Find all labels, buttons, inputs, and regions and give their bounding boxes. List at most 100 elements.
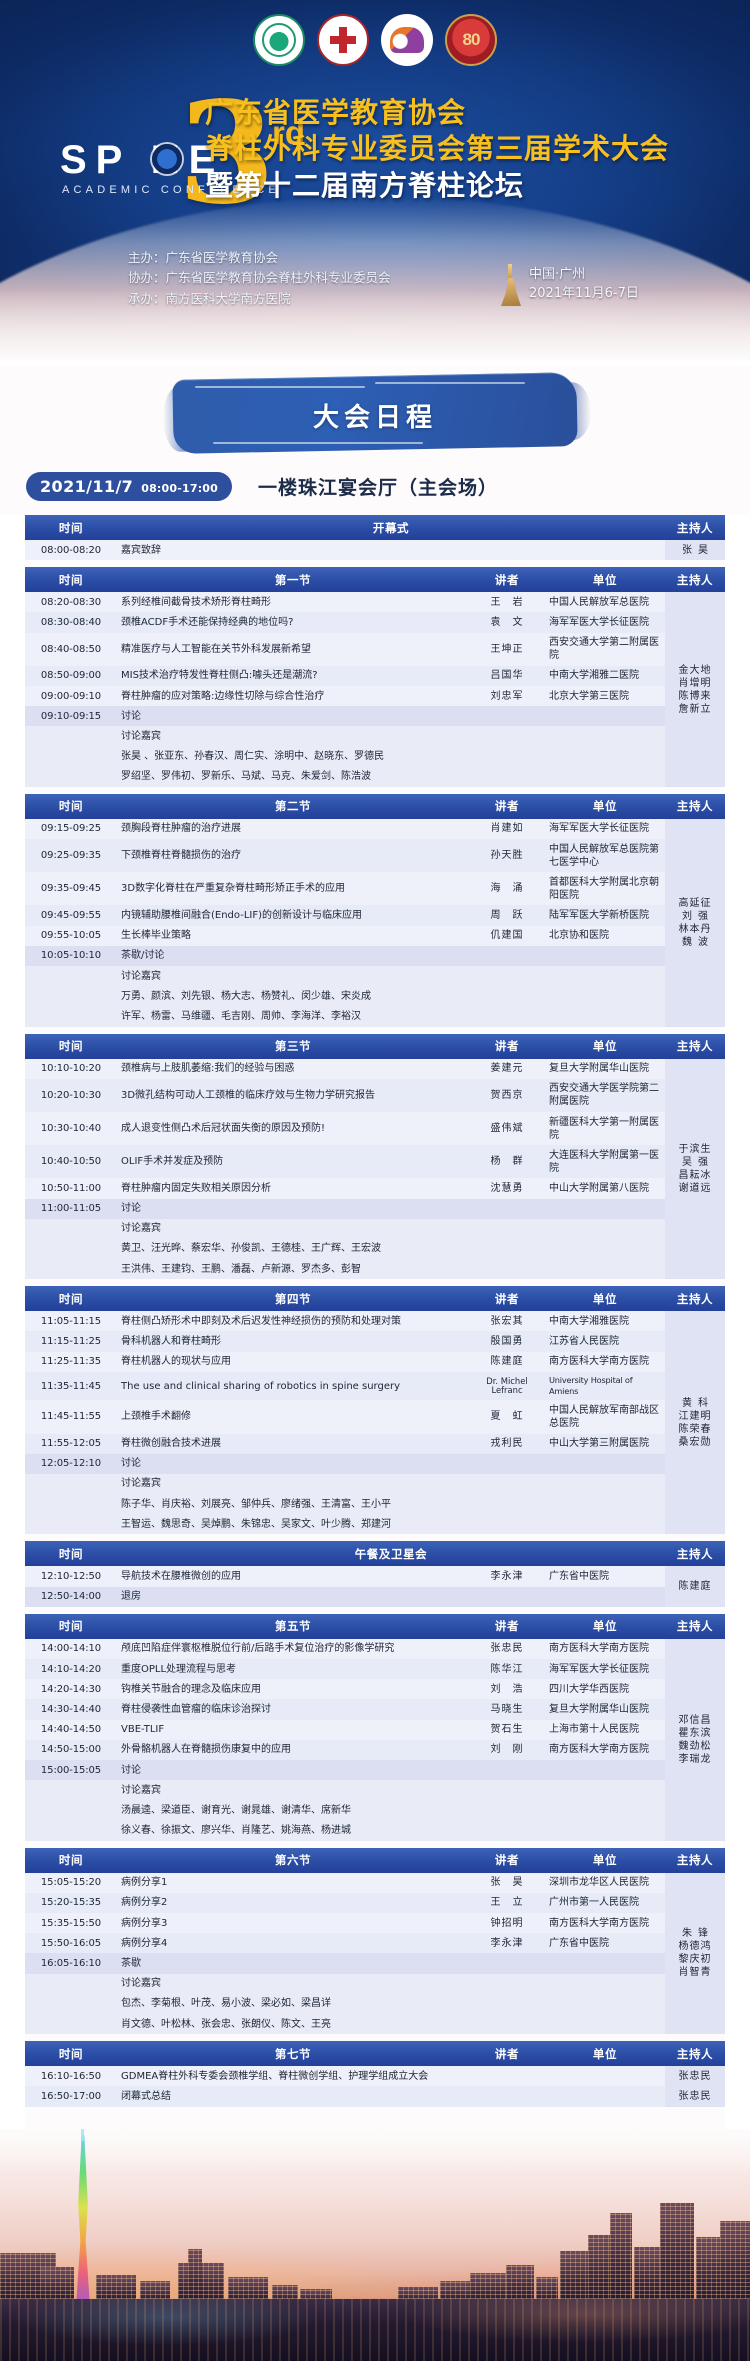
chair-name: 谢道远 bbox=[678, 1182, 712, 1194]
chair-name: 金大地 bbox=[678, 664, 712, 676]
guests-line-2: 肖文德、叶松林、张会忠、张朗仪、陈文、王亮 bbox=[121, 2018, 331, 2030]
cell-topic: 颈椎ACDF手术还能保持经典的地位吗? bbox=[121, 616, 294, 628]
column-header-time: 时间 bbox=[25, 1541, 117, 1567]
table-row: 11:35-11:45 The use and clinical sharing … bbox=[25, 1371, 725, 1401]
cell-chair: 张忠民 bbox=[665, 2066, 725, 2087]
cell-org bbox=[545, 706, 665, 726]
cell-time: 15:50-16:05 bbox=[40, 1937, 102, 1949]
organizer-info: 主办：广东省医学教育协会 协办：广东省医学教育协会脊柱外科专业委员会 承办：南方… bbox=[128, 248, 391, 309]
column-header-time: 时间 bbox=[25, 567, 117, 593]
guests-spacer bbox=[25, 1239, 117, 1259]
cell-org: 南方医科大学南方医院 bbox=[549, 1744, 649, 1756]
cell-time: 16:50-17:00 bbox=[40, 2090, 102, 2102]
cell-time: 11:05-11:15 bbox=[40, 1315, 102, 1327]
date-badge: 2021/11/7 08:00-17:00 bbox=[26, 472, 233, 501]
column-header-chair: 主持人 bbox=[665, 515, 725, 540]
table-row: 10:40-10:50 OLIF手术并发症及预防 杨 群 大连医科大学附属第一医院 bbox=[25, 1145, 725, 1179]
column-header-chair: 主持人 bbox=[665, 567, 725, 593]
table-gap-cell bbox=[25, 1840, 725, 1848]
building bbox=[610, 2212, 632, 2307]
chair-name: 詹新立 bbox=[678, 703, 712, 715]
cell-time: 15:00-15:05 bbox=[40, 1764, 102, 1776]
canton-tower-icon bbox=[500, 264, 522, 306]
cell-time: 08:00-08:20 bbox=[40, 544, 102, 556]
cell-org: 上海市第十人民医院 bbox=[549, 1724, 639, 1736]
cell-org bbox=[545, 1199, 665, 1219]
table-row: 15:05-15:20 病例分享1 张 昊深圳市龙华区人民医院 朱锋 杨德鸿 黎庆初 肖智青 bbox=[25, 1872, 725, 2035]
cell-time: 12:50-14:00 bbox=[40, 1591, 102, 1603]
cell-time: 12:10-12:50 bbox=[40, 1571, 102, 1583]
cell-time: 08:40-08:50 bbox=[40, 643, 102, 655]
table-row: 10:30-10:40 成人退变性侧凸术后冠状面失衡的原因及预防! 盛伟斌 新疆医科大… bbox=[25, 1111, 725, 1146]
cell-topic: 重度OPLL处理流程与思考 bbox=[121, 1663, 237, 1675]
section-header-row: 时间 第五节 讲者 单位 主持人 bbox=[25, 1613, 725, 1639]
guests-spacer bbox=[25, 1800, 117, 1820]
section-header-row: 时间 第六节 讲者 单位 主持人 bbox=[25, 1847, 725, 1873]
cell-time: 11:15-11:25 bbox=[40, 1336, 102, 1348]
table-row: 09:10-09:15 讨论 bbox=[25, 706, 725, 727]
cell-org: University Hospital of Amiens bbox=[549, 1375, 633, 1397]
table-row: 14:00-14:10 颅底凹陷症伴寰枢椎脱位行前/后路手术复位治疗的影像学研究 张… bbox=[25, 1638, 725, 1841]
guests-row: 讨论嘉宾 bbox=[25, 1780, 725, 1801]
column-header-chair: 主持人 bbox=[665, 1541, 725, 1567]
section-header-row: 时间 第一节 讲者 单位 主持人 bbox=[25, 567, 725, 593]
chair-name: 桑宏勋 bbox=[678, 1436, 712, 1448]
guests-label: 讨论嘉宾 bbox=[121, 1978, 161, 1990]
cell-speaker: 杨 群 bbox=[490, 1156, 524, 1168]
cell-org bbox=[545, 540, 665, 560]
title-line-2: 脊柱外科专业委员会第三届学术大会 bbox=[205, 132, 670, 166]
cell-topic: GDMEA脊柱外科专委会颈椎学组、脊柱微创学组、护理学组成立大会 bbox=[121, 2070, 429, 2082]
cell-org: 江苏省人民医院 bbox=[549, 1336, 619, 1348]
column-header-chair: 主持人 bbox=[665, 2041, 725, 2067]
cell-time: 11:45-11:55 bbox=[40, 1411, 102, 1423]
table-gap bbox=[25, 560, 725, 568]
column-header-org: 单位 bbox=[545, 2041, 665, 2067]
guests-label: 讨论嘉宾 bbox=[121, 730, 161, 742]
venue-text: 中国·广州 2021年11月6-7日 bbox=[529, 266, 639, 304]
cell-topic: 脊柱侵袭性血管瘤的临床诊治探讨 bbox=[121, 1703, 271, 1715]
session-date-row: 2021/11/7 08:00-17:00 一楼珠江宴会厅（主会场） bbox=[0, 464, 750, 515]
schedule-table: 时间 开幕式 主持人 08:00-08:20 嘉宾致辞 张昊 时间 第一节 讲者 单位 主持人 08:… bbox=[25, 515, 725, 2107]
cell-topic: MIS技术治疗特发性脊柱侧凸:噱头还是潮流? bbox=[121, 670, 318, 682]
table-gap-cell bbox=[25, 786, 725, 794]
spine-committee-emblem-icon bbox=[381, 14, 433, 66]
guests-spacer bbox=[25, 1994, 117, 2014]
cell-time: 14:20-14:30 bbox=[40, 1683, 102, 1695]
guests-row: 徐义春、徐振文、廖兴华、肖隆艺、姚海燕、杨进城 bbox=[25, 1820, 725, 1841]
table-row: 14:10-14:20 重度OPLL处理流程与思考 陈华江 海军军医大学长征医院 bbox=[25, 1659, 725, 1680]
cell-speaker: 王 立 bbox=[490, 1897, 524, 1909]
guests-line-2: 许军、杨雷、马维疆、毛吉刚、周帅、李海洋、李裕汉 bbox=[121, 1010, 361, 1022]
section-title: 开幕式 bbox=[117, 515, 665, 540]
table-row: 10:20-10:30 3D微孔结构可动人工颈椎的临床疗效与生物力学研究报告 贺西京… bbox=[25, 1078, 725, 1112]
cell-time: 11:25-11:35 bbox=[40, 1356, 102, 1368]
table-row: 15:35-15:50 病例分享3 钟招明 南方医科大学南方医院 bbox=[25, 1913, 725, 1934]
nanfang-hospital-emblem-icon bbox=[317, 14, 369, 66]
organization-logo-row bbox=[0, 14, 750, 66]
cell-org: 中国人民解放军南部战区总医院 bbox=[549, 1404, 659, 1429]
column-header-time: 时间 bbox=[25, 793, 117, 819]
cell-time: 14:10-14:20 bbox=[40, 1663, 102, 1675]
cell-topic: 钩椎关节融合的理念及临床应用 bbox=[121, 1683, 261, 1695]
table-gap-cell bbox=[25, 560, 725, 568]
section-title: 第四节 bbox=[117, 1286, 469, 1312]
logo-ordinal-suffix: rd bbox=[272, 114, 305, 151]
guests-row: 王智运、魏思奇、吴焯鹏、朱锦忠、吴家文、叶少腾、郑建河 bbox=[25, 1514, 725, 1535]
cell-org: 海军军医大学长征医院 bbox=[549, 616, 649, 628]
cell-speaker: 贺西京 bbox=[490, 1089, 524, 1101]
guests-spacer bbox=[25, 1974, 117, 1994]
cell-topic: 讨论 bbox=[121, 710, 141, 722]
column-header-org: 单位 bbox=[545, 1613, 665, 1639]
table-row: 14:40-14:50 VBE-TLIF 贺石生 上海市第十人民医院 bbox=[25, 1719, 725, 1740]
cell-speaker bbox=[469, 2086, 545, 2106]
column-header-org: 单位 bbox=[545, 1033, 665, 1059]
canton-tower-spire bbox=[81, 2128, 84, 2141]
cell-topic: 茶歇/讨论 bbox=[121, 950, 165, 962]
cell-topic: 嘉宾致辞 bbox=[121, 544, 161, 556]
table-row: 11:45-11:55 上颈椎手术翻修 夏 虹 中国人民解放军南部战区总医院 bbox=[25, 1400, 725, 1434]
cell-time: 15:35-15:50 bbox=[40, 1917, 102, 1929]
venue-date: 2021年11月6-7日 bbox=[529, 286, 639, 301]
cell-topic: The use and clinical sharing of robotics… bbox=[121, 1380, 401, 1392]
column-header-speaker: 讲者 bbox=[469, 1613, 545, 1639]
cell-topic: 病例分享2 bbox=[121, 1897, 168, 1909]
logo-disc-icon bbox=[152, 144, 182, 174]
